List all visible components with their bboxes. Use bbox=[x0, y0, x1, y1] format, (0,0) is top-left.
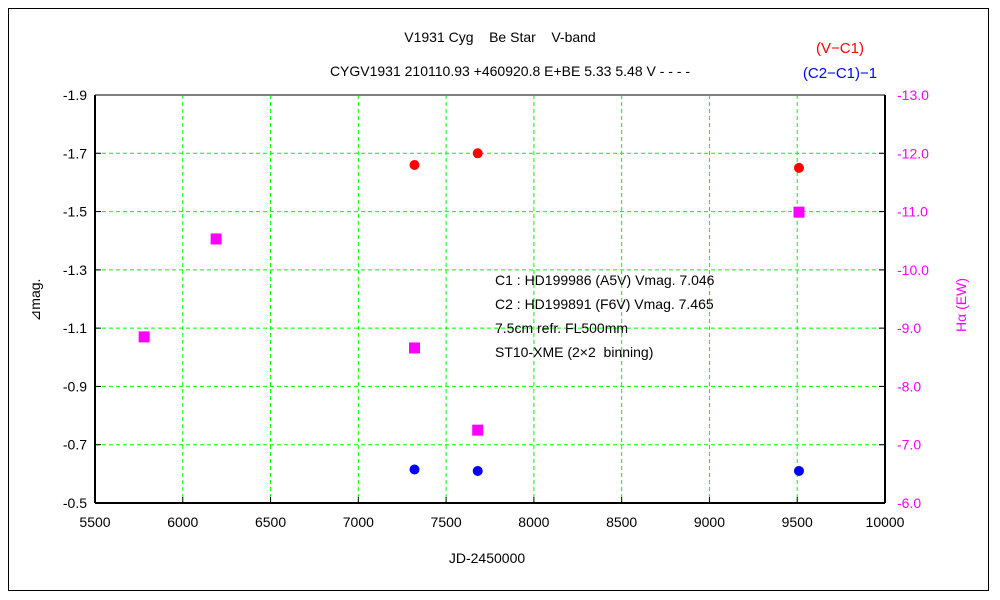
y-tick-label: -0.5 bbox=[63, 495, 87, 511]
legend-c2-c1: (C2−C1)−1 bbox=[803, 65, 877, 82]
annotation-c2: C2 : HD199891 (F6V) Vmag. 7.465 bbox=[495, 296, 714, 312]
x-tick-label: 7500 bbox=[431, 514, 462, 530]
x-tick-label: 5500 bbox=[79, 514, 110, 530]
data-point-halpha bbox=[409, 342, 421, 354]
x-tick-label: 6000 bbox=[167, 514, 198, 530]
y-tick-label: -0.7 bbox=[63, 437, 87, 453]
data-point-halpha bbox=[138, 331, 150, 343]
data-point-halpha bbox=[793, 206, 805, 218]
x-tick-label: 7000 bbox=[343, 514, 374, 530]
y2-tick-label: -6.0 bbox=[897, 495, 921, 511]
data-point-v-c1 bbox=[409, 159, 420, 170]
x-tick-label: 10000 bbox=[866, 514, 905, 530]
x-tick-label: 6500 bbox=[255, 514, 286, 530]
data-point-v-c1 bbox=[793, 162, 804, 173]
chart-subtitle: CYGV1931 210110.93 +460920.8 E+BE 5.33 5… bbox=[330, 63, 690, 79]
legend-v-c1: (V−C1) bbox=[816, 40, 864, 57]
data-point-halpha bbox=[472, 424, 484, 436]
data-point-c2-c1 bbox=[472, 465, 483, 476]
x-tick-label: 9500 bbox=[782, 514, 813, 530]
annotation-c1: C1 : HD199986 (A5V) Vmag. 7.046 bbox=[495, 272, 715, 288]
data-point-c2-c1 bbox=[793, 465, 804, 476]
y2-axis-label: Hα (EW) bbox=[953, 278, 969, 332]
y-tick-label: -1.5 bbox=[63, 204, 87, 220]
y-tick-label: -0.9 bbox=[63, 378, 87, 394]
y2-tick-label: -11.0 bbox=[897, 204, 928, 220]
y-tick-label: -1.9 bbox=[63, 87, 87, 103]
y2-tick-label: -12.0 bbox=[897, 145, 929, 161]
annotation-box: C1 : HD199986 (A5V) Vmag. 7.046 C2 : HD1… bbox=[495, 272, 715, 360]
y2-tick-label: -8.0 bbox=[897, 378, 921, 394]
x-tick-label: 8000 bbox=[518, 514, 549, 530]
x-axis-label: JD-2450000 bbox=[449, 550, 525, 566]
chart-title: V1931 Cyg Be Star V-band bbox=[404, 29, 595, 45]
y-tick-label: -1.3 bbox=[63, 262, 87, 278]
y2-tick-label: -9.0 bbox=[897, 320, 921, 336]
y2-tick-label: -10.0 bbox=[897, 262, 929, 278]
y-tick-label: -1.1 bbox=[63, 320, 87, 336]
y2-tick-label: -7.0 bbox=[897, 437, 921, 453]
chart-border bbox=[8, 8, 989, 591]
y2-tick-label: -13.0 bbox=[897, 87, 929, 103]
annotation-camera: ST10-XME (2×2 binning) bbox=[495, 344, 653, 360]
annotation-telescope: 7.5cm refr. FL500mm bbox=[495, 320, 628, 336]
x-tick-label: 8500 bbox=[606, 514, 637, 530]
x-tick-label: 9000 bbox=[694, 514, 725, 530]
data-point-v-c1 bbox=[472, 148, 483, 159]
data-point-c2-c1 bbox=[409, 464, 420, 475]
y-axis-label: ⊿mag. bbox=[27, 279, 43, 322]
y-tick-label: -1.7 bbox=[63, 145, 87, 161]
data-point-halpha bbox=[210, 233, 222, 245]
